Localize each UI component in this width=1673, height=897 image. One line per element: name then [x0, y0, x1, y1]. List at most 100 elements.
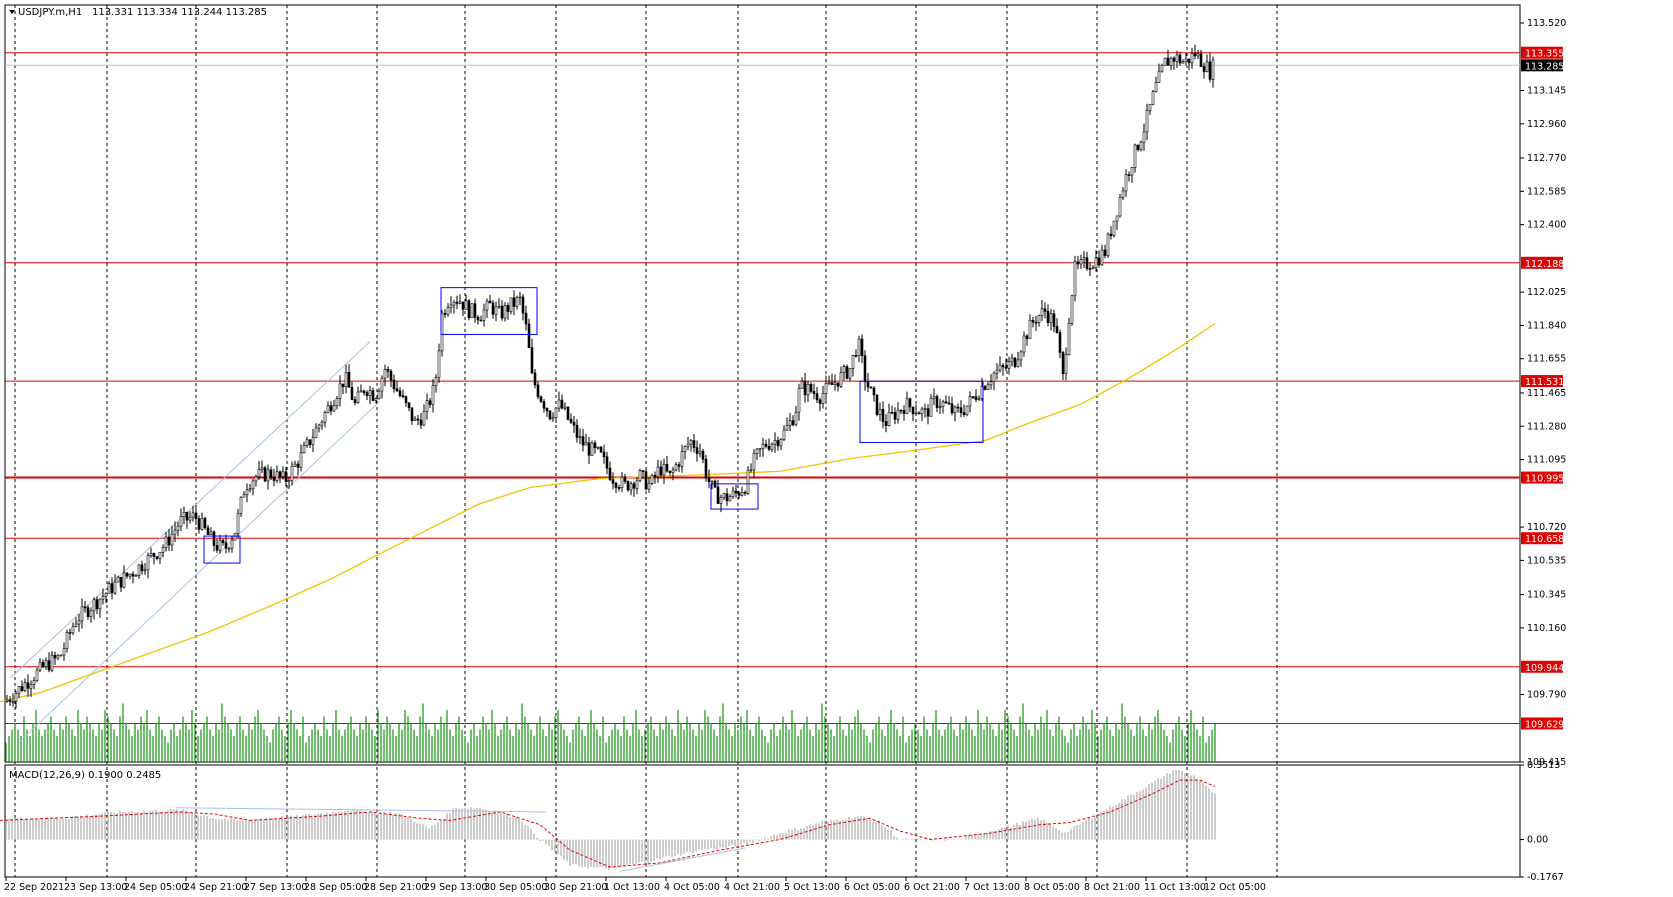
candle: [1019, 350, 1023, 367]
candle: [245, 483, 249, 503]
candle: [722, 492, 726, 501]
candle: [461, 301, 465, 317]
candle: [224, 534, 228, 554]
candle: [602, 444, 606, 464]
candle: [1154, 76, 1158, 93]
candle: [803, 372, 807, 403]
candle: [917, 411, 921, 415]
macd-trendline[interactable]: [175, 807, 547, 813]
candle: [650, 473, 654, 486]
time-tick-label: 5 Oct 13:00: [784, 882, 840, 893]
macd-trendline[interactable]: [619, 847, 746, 872]
candle: [167, 528, 171, 551]
candle: [821, 385, 825, 409]
candle: [1001, 363, 1005, 376]
candle: [632, 481, 636, 497]
candle: [485, 298, 489, 318]
range-box[interactable]: [859, 380, 984, 443]
candles: [5, 44, 1215, 709]
candle: [833, 374, 837, 391]
candle: [626, 480, 630, 492]
candle: [1070, 294, 1074, 326]
candle: [1205, 54, 1209, 73]
candle: [1058, 329, 1062, 359]
candle: [383, 364, 387, 387]
candle: [701, 448, 705, 464]
candle: [92, 597, 96, 620]
candle: [263, 465, 267, 483]
candle: [680, 444, 684, 473]
candle: [476, 314, 480, 325]
candle: [110, 577, 114, 600]
candle: [839, 366, 843, 389]
candle: [887, 403, 891, 427]
candle: [1043, 302, 1047, 319]
candle: [59, 654, 63, 657]
candle: [158, 552, 162, 564]
candle: [218, 534, 222, 554]
candle: [1190, 47, 1194, 69]
candle: [848, 368, 852, 382]
candle: [206, 524, 210, 535]
candle: [509, 297, 513, 315]
time-tick-label: 23 Sep 13:00: [64, 882, 127, 893]
candle: [746, 466, 750, 495]
channel-line[interactable]: [9, 341, 371, 679]
candle: [443, 309, 447, 318]
candle: [1169, 56, 1173, 70]
candle: [1076, 255, 1080, 270]
candle: [731, 486, 735, 499]
candle: [806, 380, 810, 402]
candle: [698, 443, 702, 458]
range-box[interactable]: [440, 287, 538, 335]
candle: [194, 504, 198, 526]
candle: [1202, 62, 1206, 79]
candle: [878, 402, 882, 421]
candle: [221, 538, 225, 546]
candle: [146, 552, 150, 579]
candle: [128, 573, 132, 580]
candle: [827, 375, 831, 386]
macd-label: MACD(12,26,9) 0.1900 0.2485: [9, 770, 161, 781]
candle: [668, 470, 672, 476]
candle: [992, 371, 996, 391]
candle: [611, 472, 615, 490]
collapse-triangle-icon[interactable]: [9, 10, 15, 14]
candle: [554, 407, 558, 423]
candle: [1142, 123, 1146, 151]
channel-line[interactable]: [19, 400, 381, 742]
candle: [464, 294, 468, 310]
candle: [569, 413, 573, 424]
level-price-tag: [1521, 660, 1563, 673]
level-price-label: 112.188: [1525, 259, 1564, 270]
candle: [350, 381, 354, 401]
candle: [872, 385, 876, 402]
candle: [506, 302, 510, 320]
candle: [896, 402, 900, 424]
candle: [560, 394, 564, 410]
candle: [209, 527, 213, 535]
price-tick-label: 112.400: [1527, 220, 1566, 231]
range-box[interactable]: [203, 535, 241, 564]
candle: [1034, 315, 1038, 331]
candle: [629, 481, 633, 496]
price-tick-label: 109.415: [1527, 757, 1566, 768]
price-tick-label: 110.535: [1527, 555, 1566, 566]
candle: [692, 434, 696, 453]
candle: [287, 477, 291, 489]
candle: [974, 389, 978, 403]
candle: [359, 384, 363, 393]
candle: [407, 402, 411, 412]
candle: [1112, 220, 1116, 238]
range-box[interactable]: [710, 483, 759, 510]
candle: [179, 508, 183, 532]
candle: [683, 445, 687, 460]
candle: [647, 477, 651, 493]
candle: [269, 466, 273, 481]
current-price-tag: [1521, 59, 1563, 72]
candle: [1199, 49, 1203, 67]
candle: [914, 404, 918, 416]
candle: [362, 389, 366, 396]
